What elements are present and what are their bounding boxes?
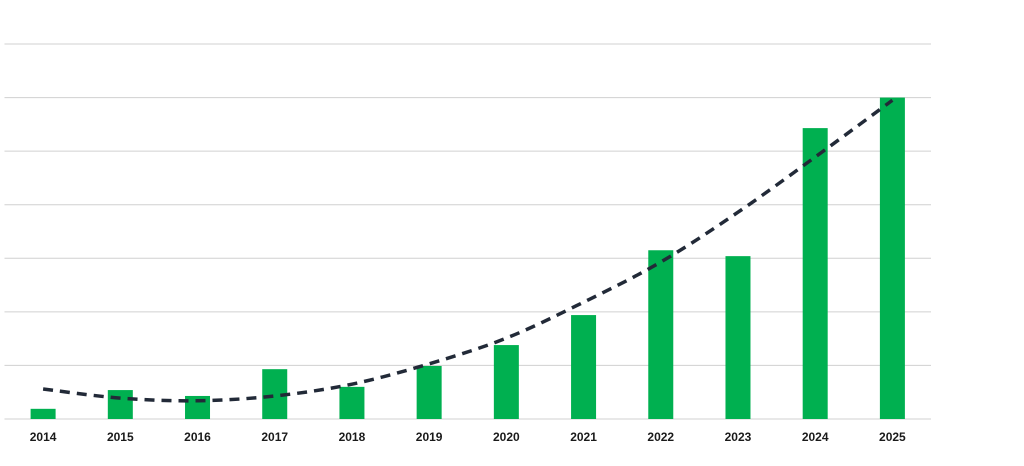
bar (571, 315, 597, 419)
bar (493, 345, 519, 419)
x-tick-label: 2020 (493, 430, 520, 444)
x-tick-label: 2024 (802, 430, 829, 444)
x-tick-label: 2016 (184, 430, 211, 444)
bar (30, 408, 56, 419)
x-tick-label: 2014 (30, 430, 57, 444)
x-tick-label: 2025 (879, 430, 906, 444)
bar (648, 250, 674, 419)
bar (879, 97, 905, 420)
bar (339, 386, 365, 419)
bar (725, 256, 751, 419)
x-tick-label: 2021 (570, 430, 597, 444)
bar (107, 390, 133, 419)
x-tick-label: 2022 (647, 430, 674, 444)
x-tick-label: 2023 (725, 430, 752, 444)
x-tick-label: 2017 (261, 430, 288, 444)
trend-line (42, 98, 894, 403)
x-tick-label: 2019 (416, 430, 443, 444)
bar (416, 365, 442, 419)
x-tick-label: 2015 (107, 430, 134, 444)
bar (802, 128, 828, 419)
x-tick-label: 2018 (339, 430, 366, 444)
